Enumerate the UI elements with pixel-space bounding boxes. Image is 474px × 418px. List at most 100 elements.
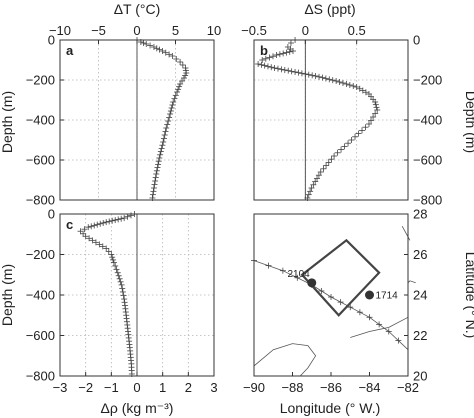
data-point-marker — [353, 84, 360, 90]
data-point-marker — [338, 146, 345, 153]
data-point-marker — [113, 266, 120, 273]
data-point-marker — [283, 49, 290, 56]
data-point-marker — [329, 77, 336, 84]
data-point-marker — [153, 167, 160, 174]
data-point-marker — [316, 73, 323, 80]
panel-a-temperature: −10 −5 0 5 10 0 −200 −400 −600 −800 a — [26, 23, 222, 208]
study-area-box — [300, 238, 381, 317]
data-point-marker — [310, 181, 317, 188]
data-point-marker — [352, 133, 359, 140]
data-point-marker — [155, 161, 162, 168]
x-tick-label: 0 — [302, 23, 309, 38]
data-point-marker — [85, 224, 92, 231]
data-point-marker — [112, 217, 119, 224]
x-tick-label: −0.5 — [241, 23, 267, 38]
data-point-marker — [166, 51, 173, 58]
data-point-marker — [121, 302, 128, 309]
data-point-marker — [268, 64, 275, 71]
data-point-marker — [317, 169, 324, 175]
data-point-marker — [261, 62, 268, 69]
data-point-marker — [160, 135, 167, 142]
data-point-marker — [276, 51, 283, 58]
panel-letter-label: b — [260, 43, 268, 58]
x-tick-label: −84 — [358, 380, 380, 395]
x-tick-label: 0 — [133, 380, 140, 395]
panel-b-xlabel: ΔS (ppt) — [304, 1, 355, 17]
data-point-marker — [86, 235, 93, 242]
y-tick-label: −800 — [26, 369, 55, 384]
data-point-marker — [373, 104, 380, 111]
data-point-marker — [99, 243, 106, 250]
data-point-marker — [108, 251, 115, 258]
data-point-marker — [171, 95, 178, 102]
data-point-marker — [119, 288, 126, 295]
data-point-marker — [143, 41, 150, 47]
data-point-marker — [149, 191, 156, 198]
data-point-marker — [118, 215, 125, 222]
data-point-marker — [331, 153, 338, 159]
data-point-marker — [307, 188, 314, 195]
data-point-marker — [173, 56, 180, 62]
data-point-marker — [262, 55, 269, 62]
data-point-marker — [177, 59, 184, 65]
data-point-marker — [374, 107, 381, 113]
data-point-marker — [255, 61, 262, 67]
data-point-marker — [156, 155, 163, 161]
y-tick-label: 22 — [413, 328, 427, 343]
track-point-marker — [318, 287, 325, 294]
data-point-marker — [355, 130, 362, 137]
y-tick-label: −600 — [26, 153, 55, 168]
data-point-marker — [77, 228, 84, 235]
data-point-marker — [326, 76, 333, 83]
x-tick-label: 0 — [133, 23, 140, 38]
data-point-marker — [372, 101, 379, 108]
panel-c-ylabel: Depth (m) — [0, 264, 15, 326]
map-xlabel: Longitude (° W.) — [280, 400, 381, 416]
y-tick-label: −800 — [26, 193, 55, 208]
track-point-marker — [337, 299, 344, 306]
panel-letter-label: a — [66, 43, 74, 58]
data-point-marker — [308, 185, 315, 191]
data-point-marker — [183, 70, 190, 76]
data-point-marker — [168, 105, 175, 111]
data-point-marker — [290, 48, 297, 54]
data-point-marker — [153, 171, 160, 177]
track-point-marker — [347, 304, 354, 311]
data-point-marker — [292, 69, 299, 75]
data-point-marker — [116, 275, 123, 282]
data-point-marker — [121, 296, 128, 303]
y-tick-label: −600 — [413, 153, 442, 168]
data-point-marker — [169, 53, 176, 59]
data-point-marker — [106, 218, 113, 225]
data-point-marker — [328, 156, 335, 163]
y-tick-label: 0 — [48, 207, 55, 222]
data-point-marker — [264, 63, 271, 70]
y-tick-label: −200 — [413, 73, 442, 88]
data-point-marker — [322, 75, 329, 82]
track-point-marker — [366, 314, 373, 321]
data-point-marker — [305, 71, 312, 78]
data-point-marker — [115, 216, 122, 223]
data-point-marker — [162, 49, 169, 56]
data-point-marker — [159, 142, 166, 149]
data-point-marker — [167, 108, 174, 114]
data-point-marker — [273, 52, 280, 58]
y-tick-label: 24 — [413, 288, 427, 303]
data-point-marker — [295, 69, 302, 76]
x-tick-label: 5 — [172, 23, 179, 38]
y-tick-label: −800 — [413, 193, 442, 208]
y-tick-label: 0 — [48, 33, 55, 48]
data-point-marker — [278, 66, 285, 73]
data-point-marker — [320, 165, 327, 172]
data-point-marker — [372, 99, 379, 105]
data-point-marker — [153, 45, 160, 52]
y-tick-label: −600 — [26, 328, 55, 343]
data-point-marker — [174, 89, 181, 95]
x-tick-label: −90 — [243, 380, 265, 395]
y-tick-label: −400 — [26, 288, 55, 303]
data-point-marker — [281, 67, 288, 73]
station-label: 1714 — [376, 291, 399, 302]
data-point-marker — [155, 158, 162, 165]
coastline — [253, 343, 317, 377]
data-point-marker — [96, 241, 103, 248]
